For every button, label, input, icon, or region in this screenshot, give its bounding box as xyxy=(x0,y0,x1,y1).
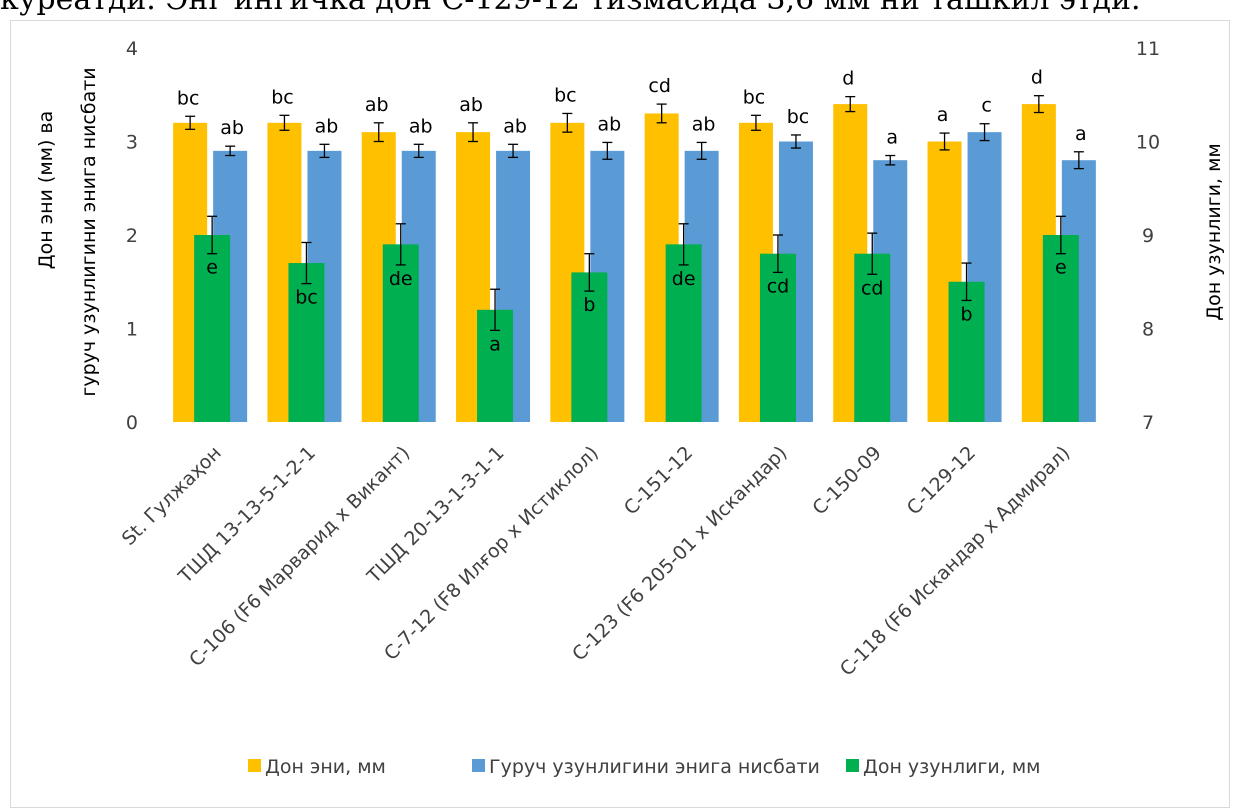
errorbar-grain-length xyxy=(867,232,878,275)
y-axis-left-label-line2: гуруч узунлигини энига нисбати xyxy=(78,67,100,396)
errorbar-grain-length xyxy=(395,223,406,266)
errorbar-grain-length xyxy=(1055,215,1066,255)
body-text-line: куреатди. Энг ингичка дон С-129-12 тизма… xyxy=(0,0,1236,22)
y-axis-right-label: Дон узунлиги, мм xyxy=(1203,143,1225,321)
y-right-tick-label: 10 xyxy=(1136,132,1160,154)
bar-grain-length xyxy=(759,253,796,422)
errorbar-grain-length xyxy=(678,223,689,266)
errorbar-ratio xyxy=(1073,151,1084,170)
x-category-label: С-150-09 xyxy=(808,442,885,519)
x-category-label: С-123 (F6 205-01 х Искандар) xyxy=(568,442,791,665)
label-grain-length: bc xyxy=(295,287,318,309)
label-grain-width: ab xyxy=(365,94,389,116)
y-left-tick-label: 4 xyxy=(126,38,138,60)
legend-label: Дон узунлиги, мм xyxy=(863,756,1041,778)
errorbar-grain-width xyxy=(185,115,196,130)
bar-grain-length xyxy=(382,244,419,422)
label-grain-length: cd xyxy=(861,277,884,299)
label-grain-width: bc xyxy=(271,86,294,108)
y-right-tick-label: 7 xyxy=(1142,412,1154,434)
label-ratio: a xyxy=(1075,123,1087,145)
label-grain-length: b xyxy=(961,303,973,325)
label-ratio: c xyxy=(981,95,991,117)
bar-grain-length xyxy=(1042,235,1079,422)
bar-grain-length xyxy=(288,263,325,422)
errorbar-grain-length xyxy=(490,288,501,332)
label-ratio: ab xyxy=(409,115,433,137)
chart-frame xyxy=(10,20,1230,808)
label-grain-length: e xyxy=(206,257,218,279)
errorbar-ratio xyxy=(790,134,801,149)
x-category-label: St. Гулжаҳон xyxy=(118,442,226,550)
errorbar-grain-length xyxy=(584,253,595,292)
errorbar-ratio xyxy=(319,143,330,159)
legend: Дон эни, мм Гуруч узунлигини энига нисбат… xyxy=(248,756,1041,778)
label-grain-width: bc xyxy=(177,87,200,109)
label-ratio: ab xyxy=(503,115,527,137)
errorbar-grain-width xyxy=(468,122,479,143)
errorbar-ratio xyxy=(602,141,613,160)
x-category-label: С-7-12 (F8 Илғор х Истиклол) xyxy=(380,442,603,665)
bars-layer: bcabebcabbcababdeabababcabbcdabdebcbccdd… xyxy=(173,67,1096,423)
legend-label: Дон эни, мм xyxy=(265,756,386,778)
legend-swatch xyxy=(472,759,485,772)
label-grain-length: b xyxy=(583,294,595,316)
errorbar-grain-length xyxy=(207,215,218,255)
bar-grain-length xyxy=(194,235,231,422)
y-left-tick-label: 1 xyxy=(126,319,138,341)
errorbar-ratio xyxy=(508,143,519,159)
y-right-tick-label: 8 xyxy=(1142,319,1154,341)
label-ratio: ab xyxy=(692,113,716,135)
errorbar-grain-length xyxy=(961,262,972,302)
label-grain-width: ab xyxy=(459,94,483,116)
label-ratio: bc xyxy=(787,106,810,128)
errorbar-grain-width xyxy=(1033,95,1044,114)
errorbar-grain-width xyxy=(845,95,856,113)
bar-grain-length xyxy=(571,272,608,422)
errorbar-grain-length xyxy=(301,241,312,285)
x-category-label: С-129-12 xyxy=(903,442,980,519)
label-grain-length: de xyxy=(672,268,696,290)
errorbar-grain-width xyxy=(939,132,950,151)
errorbar-ratio xyxy=(885,154,896,166)
errorbar-grain-width xyxy=(373,122,384,143)
errorbar-grain-width xyxy=(656,103,667,124)
y-left-tick-label: 0 xyxy=(126,412,138,434)
label-grain-length: a xyxy=(489,333,501,355)
label-grain-width: d xyxy=(1031,67,1043,89)
x-category-label: С-151-12 xyxy=(620,442,697,519)
bar-grain-length xyxy=(665,244,702,422)
y-left-tick-label: 3 xyxy=(126,132,138,154)
label-grain-length: cd xyxy=(767,275,790,297)
y-right-tick-label: 11 xyxy=(1136,38,1160,60)
errorbar-ratio xyxy=(696,141,707,160)
errorbar-ratio xyxy=(979,123,990,142)
label-ratio: ab xyxy=(315,115,339,137)
label-grain-length: e xyxy=(1055,257,1067,279)
errorbar-ratio xyxy=(225,145,236,157)
label-grain-width: d xyxy=(842,68,854,90)
y-right-tick-label: 9 xyxy=(1142,225,1154,247)
label-grain-length: de xyxy=(389,268,413,290)
label-ratio: ab xyxy=(597,113,621,135)
legend-swatch xyxy=(846,759,859,772)
errorbar-grain-length xyxy=(772,234,783,274)
legend-swatch xyxy=(248,759,261,772)
bar-grain-length xyxy=(854,253,891,422)
y-axis-left-label: Дон эни (мм) ва xyxy=(35,111,57,270)
errorbar-grain-width xyxy=(750,114,761,131)
errorbar-grain-width xyxy=(562,112,573,133)
y-left-tick-label: 2 xyxy=(126,225,138,247)
errorbar-ratio xyxy=(413,143,424,159)
label-grain-width: cd xyxy=(648,75,671,97)
bar-grain-length xyxy=(948,281,985,422)
legend-label: Гуруч узунлигини энига нисбати xyxy=(489,756,820,778)
errorbar-grain-width xyxy=(279,114,290,131)
label-grain-width: bc xyxy=(554,84,577,106)
label-ratio: a xyxy=(886,127,898,149)
label-grain-width: a xyxy=(937,104,949,126)
label-ratio: ab xyxy=(220,117,244,139)
label-grain-width: bc xyxy=(743,86,766,108)
